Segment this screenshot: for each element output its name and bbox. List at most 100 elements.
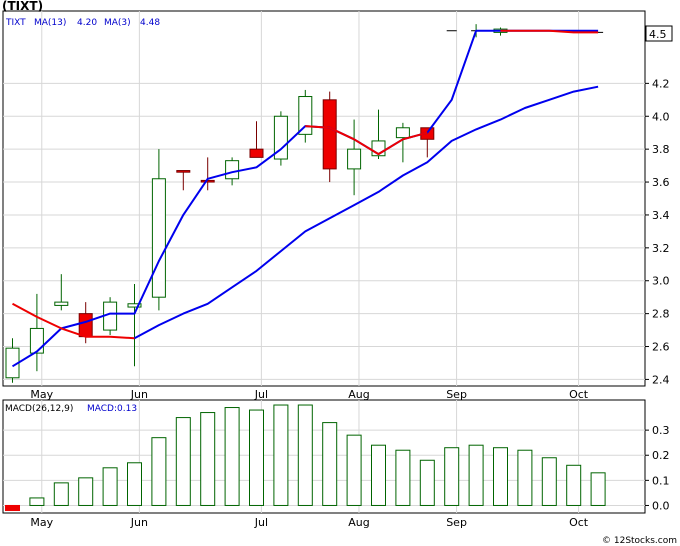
- candle-body: [29, 327, 44, 354]
- price-plot-frame: [2, 10, 646, 387]
- macd-panel: 0.0 0.1 0.2 0.3 May Jun Jul Aug Sep Oct MACD(26,…: [2, 399, 670, 529]
- price-y-axis: 2.4 2.6 2.8 3.0 3.2 3.4 3.6 3.8 4.0 4.2: [645, 77, 670, 386]
- price-y-tick-label: 4.0: [652, 110, 670, 123]
- macd-bar: [371, 444, 386, 506]
- macd-bar: [468, 444, 484, 506]
- macd-y-tick-label: 0.3: [652, 424, 670, 437]
- price-y-tick-label: 2.4: [652, 373, 670, 386]
- macd-bar: [102, 467, 118, 506]
- macd-bar: [590, 472, 606, 506]
- candle-body: [200, 179, 215, 183]
- candle-body: [225, 160, 240, 180]
- candle: [54, 274, 69, 311]
- candle: [29, 293, 44, 372]
- price-y-tick-label: 3.0: [652, 275, 670, 288]
- macd-x-tick-label: Oct: [569, 516, 589, 529]
- price-y-tick-label: 3.6: [652, 176, 670, 189]
- macd-bar: [224, 407, 240, 506]
- ma-line-ma13: [134, 85, 599, 340]
- macd-bar: [297, 404, 313, 506]
- legend-ma3-label: MA(3): [104, 18, 131, 28]
- macd-x-tick-label: Aug: [348, 516, 369, 529]
- macd-x-axis: May Jun Jul Aug Sep Oct: [30, 516, 588, 529]
- price-x-tick-label: Aug: [348, 388, 369, 401]
- price-y-tick-label: 3.8: [652, 143, 670, 156]
- macd-x-tick-label: May: [30, 516, 53, 529]
- price-x-axis: May Jun Jul Aug Sep Oct: [30, 388, 588, 401]
- price-y-tick-label: 2.6: [652, 341, 670, 354]
- candle-body: [322, 99, 337, 170]
- candle-body: [151, 178, 166, 298]
- macd-x-tick-label: Jun: [130, 516, 148, 529]
- macd-bar: [151, 437, 167, 506]
- candle-body: [347, 148, 362, 170]
- price-x-tick-label: Jul: [254, 388, 268, 401]
- macd-bar: [127, 462, 142, 506]
- ma-line-ma3: [305, 125, 428, 156]
- macd-bar: [346, 434, 362, 506]
- macd-bar: [29, 497, 45, 506]
- candle: [5, 338, 20, 383]
- macd-x-tick-label: Jul: [254, 516, 268, 529]
- price-x-tick-label: Sep: [446, 388, 467, 401]
- price-x-tick-label: Jun: [130, 388, 148, 401]
- candle: [322, 91, 337, 183]
- candle: [225, 157, 240, 186]
- last-price-tag: 4.5: [645, 25, 673, 42]
- last-price-box: [645, 25, 673, 42]
- macd-y-axis: 0.0 0.1 0.2 0.3: [645, 424, 670, 512]
- candle: [273, 111, 288, 166]
- candle-body: [249, 148, 264, 158]
- price-x-tick-label: May: [30, 388, 53, 401]
- macd-y-tick-label: 0.1: [652, 474, 670, 487]
- candle: [347, 119, 362, 196]
- candle-body: [78, 313, 93, 338]
- legend-ma13-label: MA(13): [34, 18, 66, 28]
- last-price-label: 4.5: [649, 28, 667, 41]
- price-x-tick-label: Oct: [569, 388, 589, 401]
- macd-bar: [541, 457, 557, 506]
- price-y-tick-label: 3.2: [652, 242, 670, 255]
- candle: [395, 122, 410, 163]
- candle: [298, 89, 313, 143]
- legend-ma13-value: 4.20: [77, 18, 97, 28]
- macd-bar: [444, 447, 460, 506]
- price-panel: 2.4 2.6 2.8 3.0 3.2 3.4 3.6 3.8 4.0 4.2 May Jun Jul…: [2, 0, 673, 401]
- macd-bar: [419, 459, 435, 506]
- candle-body: [176, 170, 191, 173]
- macd-bar: [395, 449, 411, 506]
- price-y-tick-label: 4.2: [652, 77, 670, 90]
- price-legend: TIXT MA(13) 4.20 MA(3) 4.48: [5, 18, 160, 28]
- macd-bar: [5, 504, 20, 511]
- candle-body: [54, 301, 69, 306]
- legend-symbol: TIXT: [5, 18, 26, 28]
- macd-bar: [78, 477, 94, 506]
- moving-average-lines: [11, 29, 599, 368]
- price-gridlines: [3, 11, 645, 386]
- macd-title: MACD(26,12,9): [5, 404, 73, 414]
- price-y-tick-label: 2.8: [652, 308, 670, 321]
- macd-bar: [493, 447, 508, 506]
- candle-body: [395, 127, 410, 139]
- copyright: © 12Stocks.com: [602, 536, 677, 546]
- candle-body: [273, 115, 288, 160]
- candle: [176, 170, 191, 191]
- macd-bar: [53, 482, 69, 506]
- macd-histogram: [5, 404, 606, 511]
- macd-bar: [566, 464, 582, 506]
- candle: [249, 121, 264, 158]
- macd-bar: [517, 449, 533, 506]
- candle-body: [298, 96, 313, 135]
- macd-bar: [249, 409, 264, 506]
- macd-y-tick-label: 0.0: [652, 499, 670, 512]
- macd-bar: [175, 417, 191, 506]
- candle-body: [127, 303, 142, 308]
- ma-line-ma3: [500, 29, 599, 34]
- chart-title: (TIXT): [2, 0, 43, 13]
- macd-y-tick-label: 0.2: [652, 449, 670, 462]
- legend-ma3-value: 4.48: [140, 18, 160, 28]
- ma-line-ma3: [12, 302, 135, 340]
- macd-bar: [273, 404, 289, 506]
- macd-value-label: MACD:0.13: [87, 404, 137, 414]
